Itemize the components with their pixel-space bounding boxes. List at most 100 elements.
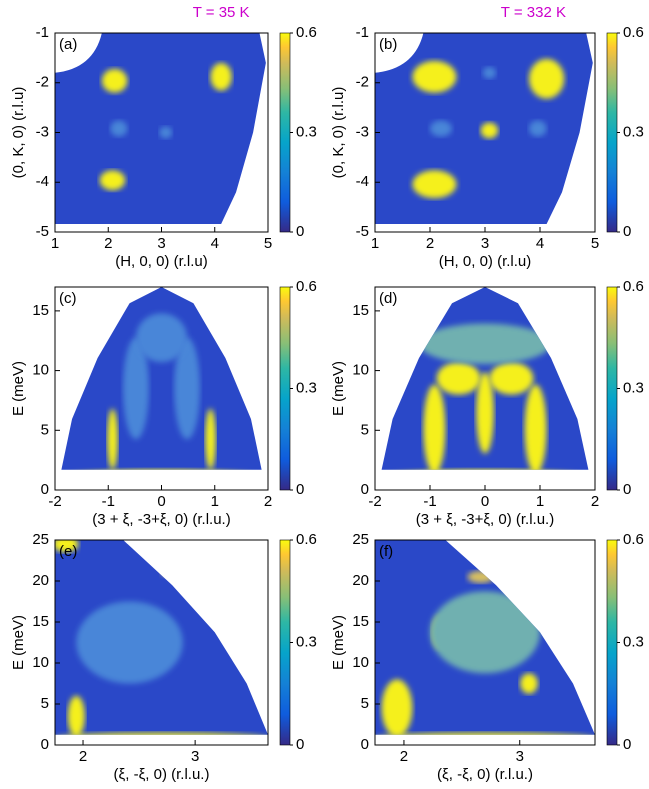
x-tick-label: 2	[104, 235, 112, 252]
y-tick-label: 5	[361, 695, 369, 712]
y-tick-label: -5	[356, 223, 369, 240]
y-axis-label: E (meV)	[330, 361, 347, 416]
intensity-feature	[99, 170, 126, 191]
colorbar	[279, 32, 291, 233]
y-tick-label: -3	[36, 123, 49, 140]
x-tick-label: 2	[400, 748, 408, 765]
intensity-feature	[529, 58, 565, 99]
heatmap	[375, 540, 595, 735]
panel-title: T = 35 K	[193, 4, 250, 21]
x-tick-label: 1	[211, 493, 219, 510]
intensity-feature	[205, 408, 216, 470]
colorbar-tick-label: 0.6	[296, 278, 317, 295]
x-tick-label: 5	[264, 235, 272, 252]
heatmap	[61, 287, 262, 470]
panel-label: (f)	[379, 543, 393, 560]
panel: 1 2 3 4 5 -5 -4 -3 -2 -1 (H, 0, 0) (r.l.u) (0, K, 0…	[10, 4, 317, 270]
x-tick-label: 3	[191, 748, 199, 765]
intensity-feature	[412, 60, 457, 93]
y-tick-label: -4	[356, 173, 369, 190]
colorbar-tick-label: 0	[296, 223, 304, 240]
panel-title: T = 332 K	[501, 4, 566, 21]
colorbar-tick-label: 0.6	[623, 531, 644, 548]
intensity-feature	[436, 362, 481, 395]
colorbar	[606, 539, 618, 746]
y-tick-label: 10	[32, 362, 49, 379]
y-axis-label: E (meV)	[330, 615, 347, 670]
y-tick-label: 0	[361, 481, 369, 498]
intensity-feature	[381, 679, 413, 735]
y-tick-label: 0	[41, 736, 49, 753]
x-tick-label: -1	[423, 493, 436, 510]
y-tick-label: 5	[41, 695, 49, 712]
colorbar-tick-label: 0	[623, 481, 631, 498]
plot-frame	[54, 539, 269, 746]
x-tick-label: 5	[591, 235, 599, 252]
y-tick-label: 10	[352, 362, 369, 379]
colorbar-tick-label: 0.6	[623, 24, 644, 41]
colorbar	[279, 539, 291, 746]
intensity-feature	[520, 673, 538, 694]
intensity-feature	[174, 337, 200, 440]
heatmap	[375, 33, 593, 225]
x-axis-label: (ξ, -ξ, 0) (r.l.u.)	[114, 766, 210, 783]
colorbar-tick-label: 0.3	[623, 633, 644, 650]
intensity-feature	[110, 120, 128, 137]
y-tick-label: -4	[36, 173, 49, 190]
x-axis-label: (H, 0, 0) (r.l.u)	[115, 253, 208, 270]
panel: -2 -1 0 1 2 0 5 10 15 (3 + ξ, -3+ξ, 0) (r.l.u.) E …	[10, 278, 317, 528]
y-tick-label: -2	[36, 74, 49, 91]
y-tick-label: 0	[361, 736, 369, 753]
x-tick-label: 2	[264, 493, 272, 510]
panel: -2 -1 0 1 2 0 5 10 15 (3 + ξ, -3+ξ, 0) (r.l.u.) E …	[330, 278, 644, 528]
intensity-feature	[123, 337, 149, 440]
colorbar-tick-label: 0.6	[296, 24, 317, 41]
intensity-feature	[524, 384, 547, 470]
y-tick-label: -1	[356, 24, 369, 41]
x-axis-label: (3 + ξ, -3+ξ, 0) (r.l.u.)	[92, 511, 230, 528]
y-tick-label: 25	[352, 531, 369, 548]
intensity-feature	[482, 66, 496, 79]
intensity-feature	[489, 362, 534, 395]
panel-label: (e)	[59, 543, 77, 560]
intensity-feature	[467, 570, 494, 584]
intensity-feature	[423, 384, 446, 470]
x-tick-label: 4	[536, 235, 544, 252]
intensity-feature	[529, 120, 547, 137]
intensity-feature	[55, 732, 268, 735]
x-tick-label: 1	[51, 235, 59, 252]
intensity-feature	[101, 68, 128, 93]
colorbar-tick-label: 0.3	[623, 123, 644, 140]
colorbar	[279, 286, 291, 491]
y-tick-label: 15	[32, 302, 49, 319]
intensity-feature	[159, 126, 173, 139]
x-tick-label: 3	[516, 748, 524, 765]
panel-label: (c)	[59, 290, 77, 307]
colorbar-tick-label: 0.6	[623, 278, 644, 295]
intensity-feature	[480, 122, 499, 139]
y-tick-label: 0	[41, 481, 49, 498]
heatmap	[55, 33, 266, 225]
x-tick-label: -1	[102, 493, 115, 510]
panel-label: (b)	[379, 36, 397, 53]
colorbar-tick-label: 0	[296, 736, 304, 753]
heatmap-bg	[55, 33, 266, 225]
y-axis-label: (0, K, 0) (r.l.u)	[10, 87, 27, 179]
y-axis-label: E (meV)	[10, 361, 27, 416]
x-tick-label: 4	[211, 235, 219, 252]
panel: 2 3 0 5 10 15 20 25 (ξ, -ξ, 0) (r.l.u.) E (meV) (f…	[330, 531, 644, 783]
y-tick-label: 20	[32, 572, 49, 589]
intensity-feature	[76, 601, 183, 684]
y-tick-label: 10	[32, 654, 49, 671]
intensity-feature	[67, 695, 85, 735]
intensity-feature	[476, 372, 494, 454]
colorbar-tick-label: 0	[623, 736, 631, 753]
colorbar-tick-label: 0.3	[623, 379, 644, 396]
heatmap	[55, 540, 268, 735]
y-tick-label: 15	[352, 302, 369, 319]
intensity-feature	[55, 540, 79, 553]
y-tick-label: -1	[36, 24, 49, 41]
panel-label: (a)	[59, 36, 77, 53]
intensity-feature	[419, 323, 551, 365]
